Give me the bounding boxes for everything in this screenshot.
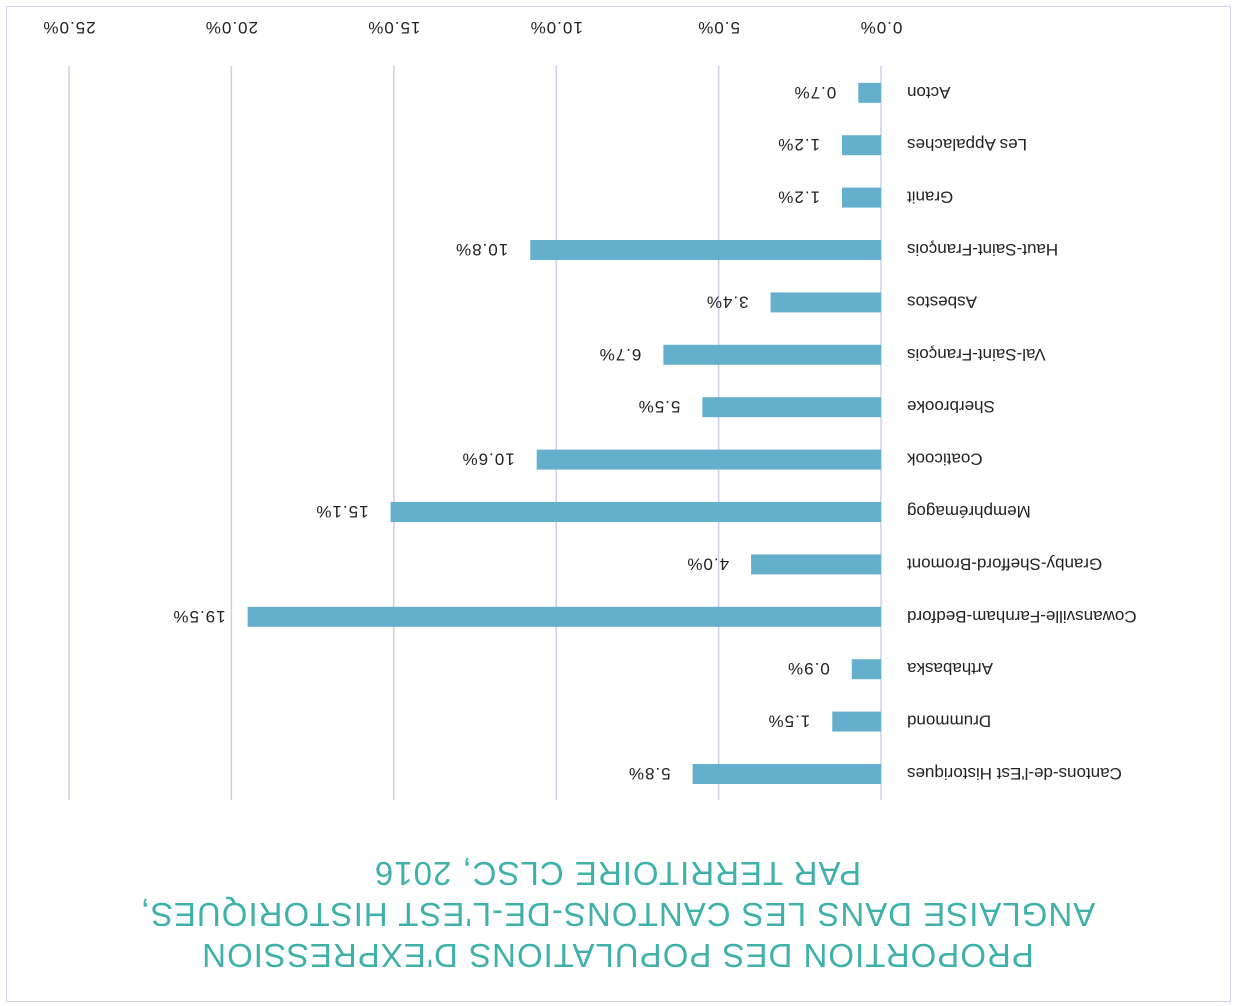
bar: [390, 502, 881, 522]
value-label: 1.2%: [777, 135, 820, 154]
bar: [770, 292, 881, 313]
category-label: Granit: [907, 188, 954, 207]
category-label: Memphrémagog: [907, 502, 1031, 521]
value-label: 10.8%: [455, 240, 508, 259]
x-tick-label: 15.0%: [367, 18, 420, 37]
x-tick-label: 10.0%: [530, 18, 583, 37]
category-label: Haut-Saint-François: [907, 240, 1058, 259]
category-label: Val-Saint-François: [907, 345, 1046, 364]
bar: [702, 397, 881, 418]
value-label: 0.9%: [787, 659, 830, 678]
bar: [858, 82, 881, 103]
value-label: 5.5%: [638, 397, 681, 416]
category-label: Les Appalaches: [907, 135, 1027, 154]
bar: [851, 659, 881, 680]
x-tick-label: 0.0%: [860, 18, 903, 37]
bar: [692, 764, 881, 784]
category-label: Cowansville-Farnham-Bedford: [907, 607, 1137, 626]
value-label: 3.4%: [706, 292, 749, 311]
bar: [832, 711, 881, 732]
category-label: Coaticook: [907, 450, 983, 469]
category-label: Sherbrooke: [907, 397, 995, 416]
value-label: 6.7%: [599, 345, 642, 364]
value-label: 19.5%: [172, 607, 225, 626]
value-label: 1.2%: [777, 188, 820, 207]
gridlines: [68, 66, 882, 800]
bar: [663, 344, 881, 365]
bar: [536, 449, 881, 470]
bar: [247, 606, 881, 627]
bar: [842, 187, 881, 208]
value-label: 10.6%: [462, 450, 515, 469]
category-label: Arthabaska: [906, 659, 993, 678]
bars: [247, 82, 881, 784]
x-tick-label: 25.0%: [42, 18, 95, 37]
x-tick-label: 20.0%: [205, 18, 258, 37]
value-label: 0.7%: [794, 83, 837, 102]
category-label: Granby-Shefford-Bromont: [907, 554, 1103, 573]
category-label: Drummond: [907, 712, 991, 731]
x-tick-label: 5.0%: [697, 18, 740, 37]
bar: [530, 240, 881, 260]
value-label: 4.0%: [686, 554, 729, 573]
category-label: Asbestos: [907, 292, 977, 311]
category-label: Cantons-de-l'Est Historiques: [907, 764, 1122, 783]
category-label: Acton: [907, 83, 950, 102]
bar: [842, 135, 881, 156]
value-label: 1.5%: [768, 712, 811, 731]
value-label: 15.1%: [315, 502, 368, 521]
bar: [751, 554, 881, 575]
value-label: 5.8%: [628, 764, 671, 783]
